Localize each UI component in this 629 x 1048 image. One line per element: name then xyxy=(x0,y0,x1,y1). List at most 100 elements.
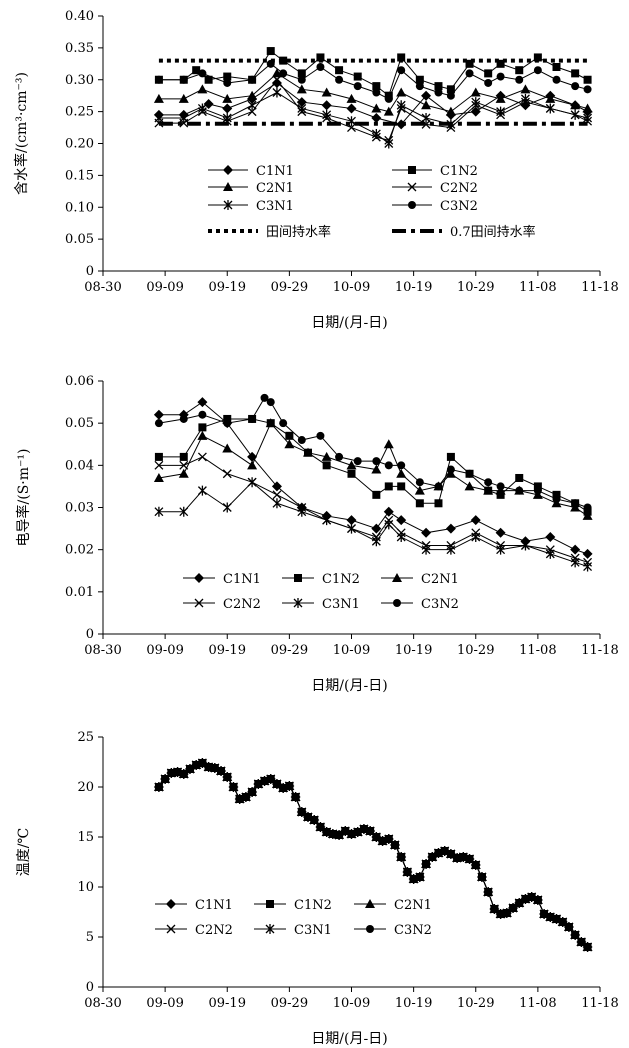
data-point xyxy=(204,75,213,84)
legend-marker xyxy=(194,598,204,608)
data-point xyxy=(279,56,288,65)
y-tick-label: 0.35 xyxy=(65,41,94,56)
legend-label: C3N1 xyxy=(294,923,332,938)
data-point xyxy=(167,769,176,777)
data-point xyxy=(515,899,524,907)
data-point xyxy=(571,499,580,508)
data-point xyxy=(179,113,189,123)
data-point xyxy=(198,759,207,767)
data-point xyxy=(570,544,581,555)
y-tick-label: 0.10 xyxy=(65,200,94,215)
data-point xyxy=(415,499,424,508)
y-tick-label: 0.15 xyxy=(65,168,94,183)
data-point xyxy=(279,784,288,792)
data-point xyxy=(409,875,418,883)
y-tick-label: 15 xyxy=(77,830,94,845)
x-tick-label: 10-09 xyxy=(333,280,370,295)
data-point xyxy=(384,835,393,843)
legend-label: C1N1 xyxy=(256,164,294,179)
data-point xyxy=(179,770,188,778)
data-point xyxy=(421,113,431,123)
legend-marker xyxy=(366,925,374,933)
legend-marker xyxy=(393,599,401,607)
data-point xyxy=(396,468,407,478)
y-tick-label: 0.05 xyxy=(65,416,94,431)
data-point xyxy=(446,465,455,474)
series-line xyxy=(158,762,588,948)
series-line xyxy=(158,762,588,948)
data-point xyxy=(217,767,226,775)
y-tick-label: 0.02 xyxy=(65,543,94,558)
data-point xyxy=(421,119,431,129)
data-point xyxy=(154,506,164,517)
legend-label: C1N1 xyxy=(195,898,233,913)
data-point xyxy=(154,419,163,428)
data-point xyxy=(353,457,362,466)
data-point xyxy=(397,461,406,470)
data-point xyxy=(384,482,393,491)
data-point xyxy=(335,452,344,461)
x-tick-label: 09-29 xyxy=(271,280,308,295)
data-point xyxy=(197,103,207,114)
data-point xyxy=(248,75,257,84)
data-point xyxy=(297,69,306,78)
data-point xyxy=(533,482,542,491)
data-point xyxy=(248,788,257,796)
data-point xyxy=(297,808,306,816)
data-point xyxy=(471,532,481,543)
data-point xyxy=(173,768,182,776)
data-point xyxy=(328,830,337,838)
data-point xyxy=(470,87,481,97)
data-point xyxy=(520,93,530,104)
data-point xyxy=(229,783,238,791)
data-point xyxy=(509,904,518,912)
data-point xyxy=(583,503,592,512)
data-point xyxy=(335,66,344,75)
data-point xyxy=(496,482,505,491)
data-point xyxy=(179,414,188,423)
data-point xyxy=(371,464,382,474)
data-point xyxy=(210,764,219,772)
data-point xyxy=(254,780,263,788)
legend-marker xyxy=(408,166,416,174)
data-point xyxy=(552,495,561,504)
x-tick-label: 09-19 xyxy=(209,643,246,658)
y-axis-label: 电导率/(S·m⁻¹) xyxy=(15,449,32,547)
x-tick-label: 11-18 xyxy=(581,280,618,295)
data-point xyxy=(371,523,382,534)
data-point xyxy=(384,138,394,149)
data-point xyxy=(582,103,593,113)
data-point xyxy=(372,490,381,499)
data-point xyxy=(583,561,593,572)
legend-item: C3N2 xyxy=(392,199,478,214)
data-point xyxy=(583,75,592,84)
data-point xyxy=(490,905,499,913)
data-point xyxy=(179,75,188,84)
data-point xyxy=(154,113,164,123)
data-point xyxy=(371,128,381,139)
x-tick-label: 10-29 xyxy=(457,996,494,1011)
legend-marker xyxy=(166,924,176,934)
legend-marker xyxy=(408,201,416,209)
legend-item: C1N2 xyxy=(254,898,332,913)
data-point xyxy=(372,833,381,841)
series-5 xyxy=(154,87,593,149)
legend-item: C2N2 xyxy=(392,181,478,196)
data-point xyxy=(515,473,524,482)
data-point xyxy=(397,66,406,75)
data-point xyxy=(260,777,269,785)
data-point xyxy=(297,75,306,84)
data-point xyxy=(520,84,531,94)
legend: C1N1 C1N2 C2N1 C2N2 C3N1 C3N2 xyxy=(183,572,459,612)
legend-label: C2N2 xyxy=(195,923,233,938)
legend-marker xyxy=(365,899,375,908)
series-6 xyxy=(154,759,592,951)
legend-label: C1N2 xyxy=(440,164,478,179)
data-point xyxy=(577,938,586,946)
data-point xyxy=(415,478,424,487)
x-tick-label: 11-18 xyxy=(581,643,618,658)
series-line xyxy=(158,762,588,948)
data-point xyxy=(384,94,393,103)
data-point xyxy=(533,486,542,495)
data-point xyxy=(272,780,281,788)
